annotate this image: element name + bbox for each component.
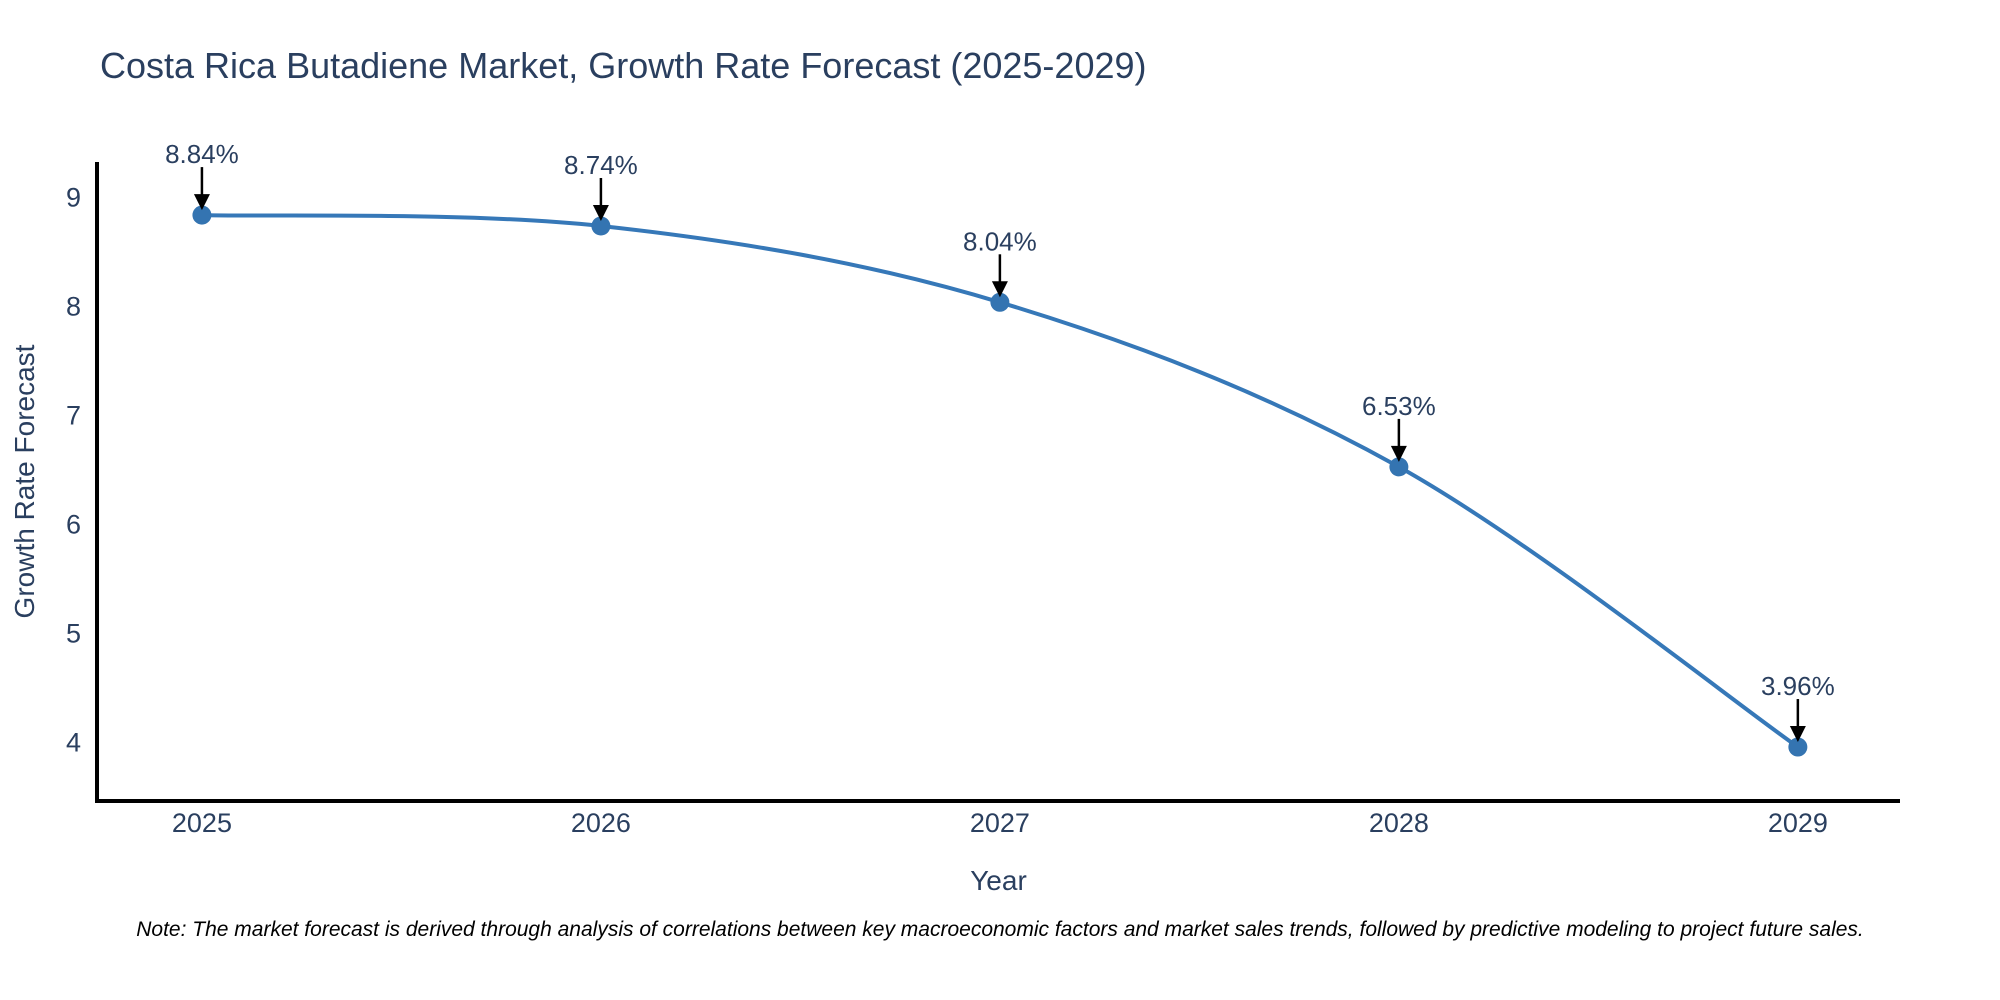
data-point-label: 8.74%	[564, 150, 638, 180]
annotation-arrowhead-icon	[1390, 445, 1407, 462]
x-tick-label: 2029	[1768, 808, 1828, 838]
data-point-marker	[591, 216, 611, 236]
y-tick-label: 6	[66, 510, 81, 540]
x-tick-label: 2026	[571, 808, 631, 838]
data-point-label: 8.04%	[963, 226, 1037, 256]
data-point-marker	[990, 292, 1010, 312]
data-point-label: 3.96%	[1761, 671, 1835, 701]
x-tick-label: 2025	[172, 808, 232, 838]
data-point-marker	[1389, 457, 1409, 477]
data-point-marker	[1788, 737, 1808, 757]
chart-title: Costa Rica Butadiene Market, Growth Rate…	[100, 45, 1147, 86]
forecast-line	[201, 213, 1800, 749]
annotation-arrowhead-icon	[592, 204, 609, 221]
y-tick-label: 8	[66, 292, 81, 322]
x-axis-title: Year	[970, 865, 1027, 896]
footnote: Note: The market forecast is derived thr…	[136, 918, 1864, 941]
x-tick-label: 2028	[1369, 808, 1429, 838]
y-tick-label: 4	[66, 728, 81, 758]
y-tick-label: 7	[66, 401, 81, 431]
data-point-marker	[192, 205, 212, 225]
y-tick-label: 5	[66, 619, 81, 649]
annotation-arrowhead-icon	[1789, 726, 1806, 743]
y-tick-label: 9	[66, 183, 81, 213]
annotation-arrowhead-icon	[193, 194, 210, 211]
data-point-label: 6.53%	[1362, 391, 1436, 421]
data-point-label: 8.84%	[165, 139, 239, 169]
annotation-arrowhead-icon	[991, 281, 1008, 298]
x-tick-label: 2027	[970, 808, 1030, 838]
y-axis-title: Growth Rate Forecast	[9, 344, 40, 618]
